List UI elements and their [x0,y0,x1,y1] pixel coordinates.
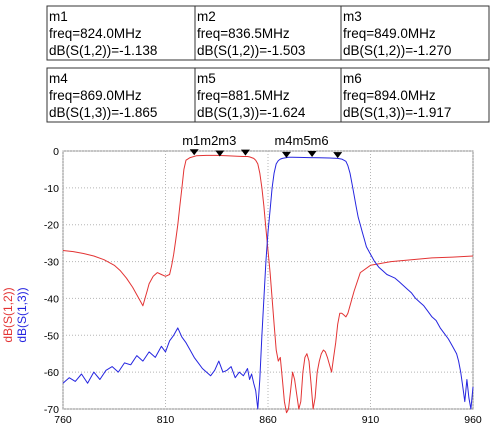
marker-box-m3: m3 freq=849.0MHz dB(S(1,2))=-1.270 [340,5,490,61]
x-tick-label: 810 [157,414,175,426]
y-tick-label: -70 [44,404,59,416]
marker-box-freq: freq=869.0MHz [49,88,142,103]
marker-box-freq: freq=894.0MHz [343,88,436,103]
x-tick-label: 960 [464,414,482,426]
x-tick-label: 760 [54,414,72,426]
y-tick-label: -40 [44,293,59,305]
marker-box-name: m2 [197,9,216,24]
marker-box-name: m1 [49,9,68,24]
marker-box-freq: freq=881.5MHz [197,88,290,103]
marker-box-value: dB(S(1,2))=-1.138 [49,43,157,58]
marker-triangle-m6 [333,152,343,159]
y-axis-label: dB(S(1,2)) dB(S(1,3)) [1,287,29,342]
y-axis-label-text: dB(S(1,2)) [1,287,15,342]
marker-triangle-m4 [281,151,291,158]
y-tick-label: -30 [44,257,59,269]
marker-group-label: m1m2m3 [182,133,236,148]
marker-box-value: dB(S(1,2))=-1.503 [197,43,305,58]
plot-area: 760 810 860 910 960 0 -10 -20 -30 -40 -50 -60 -70 m1m… [44,133,482,426]
marker-box-m5: m5 freq=881.5MHz dB(S(1,3))=-1.624 [194,67,342,123]
marker-box-value: dB(S(1,3))=-1.865 [49,105,157,120]
marker-triangle-m1 [189,149,199,156]
y-tick-label: 0 [53,146,59,158]
marker-triangle-m3 [240,149,250,156]
marker-box-value: dB(S(1,3))=-1.917 [343,105,451,120]
x-tick-label: 910 [362,414,380,426]
series-line-db-s-1-3- [62,156,474,410]
marker-box-name: m3 [343,9,362,24]
marker-box-value: dB(S(1,2))=-1.270 [343,43,451,58]
marker-box-freq: freq=849.0MHz [343,26,436,41]
marker-box-m1: m1 freq=824.0MHz dB(S(1,2))=-1.138 [46,5,196,61]
marker-box-m4: m4 freq=869.0MHz dB(S(1,3))=-1.865 [46,67,196,123]
marker-triangle-m5 [307,150,317,157]
marker-group-label: m4m5m6 [274,133,328,148]
x-tick-label: 860 [259,414,277,426]
marker-box-name: m6 [343,71,362,86]
marker-box-freq: freq=836.5MHz [197,26,290,41]
marker-box-name: m5 [197,71,216,86]
y-axis-label-text: dB(S(1,3)) [15,287,29,342]
y-tick-label: -10 [44,183,59,195]
marker-box-value: dB(S(1,3))=-1.624 [197,105,306,120]
marker-box-m2: m2 freq=836.5MHz dB(S(1,2))=-1.503 [194,5,342,61]
y-tick-label: -50 [44,330,59,342]
y-tick-label: -60 [44,367,59,379]
marker-box-freq: freq=824.0MHz [49,26,142,41]
marker-readout-boxes: m1 freq=824.0MHz dB(S(1,2))=-1.138 m2 freq=8… [46,5,490,123]
y-tick-label: -20 [44,220,59,232]
series-line-db-s-1-2- [62,154,474,414]
marker-box-m6: m6 freq=894.0MHz dB(S(1,3))=-1.917 [340,67,490,123]
marker-box-name: m4 [49,71,68,86]
marker-triangle-m2 [215,150,225,157]
